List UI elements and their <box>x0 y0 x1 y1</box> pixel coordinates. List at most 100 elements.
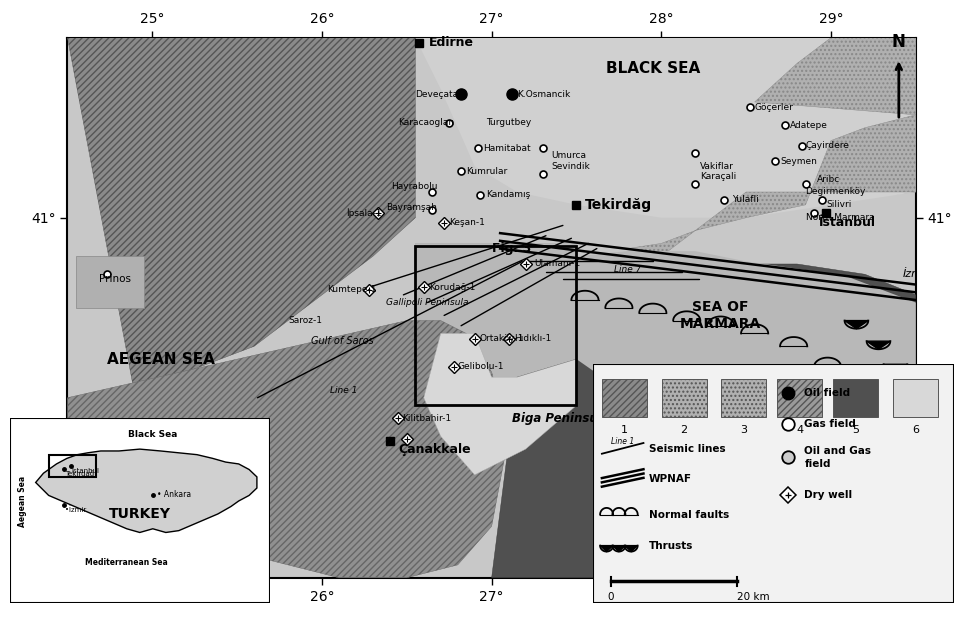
Text: Oil and Gas
field: Oil and Gas field <box>804 446 871 469</box>
Polygon shape <box>884 364 907 372</box>
Polygon shape <box>492 264 916 578</box>
FancyBboxPatch shape <box>777 379 822 417</box>
Text: Bayramşah: Bayramşah <box>387 203 438 212</box>
Text: Kumtepe-1: Kumtepe-1 <box>327 285 376 294</box>
Text: Seymen: Seymen <box>780 156 817 166</box>
Text: Çayirdere: Çayirdere <box>806 141 849 150</box>
Polygon shape <box>67 38 415 398</box>
Text: 4: 4 <box>796 425 803 435</box>
Polygon shape <box>415 38 916 218</box>
Text: Line 7: Line 7 <box>614 264 641 274</box>
Text: 5: 5 <box>852 425 859 435</box>
Text: Göçerler: Göçerler <box>755 102 793 112</box>
Polygon shape <box>415 244 576 475</box>
Polygon shape <box>844 320 869 328</box>
Text: Gas field: Gas field <box>804 419 856 429</box>
Text: Normal faults: Normal faults <box>649 509 729 519</box>
Text: Fig. 3: Fig. 3 <box>492 242 531 255</box>
Text: 3: 3 <box>740 425 747 435</box>
Text: Kilitbahir-1: Kilitbahir-1 <box>402 414 451 423</box>
Text: Çanakkale: Çanakkale <box>398 443 471 456</box>
Text: Umurca
Sevindik: Umurca Sevindik <box>551 151 590 171</box>
Polygon shape <box>67 38 916 115</box>
Polygon shape <box>628 115 916 256</box>
Text: Degirmenköy: Degirmenköy <box>806 188 866 197</box>
Polygon shape <box>600 546 613 551</box>
Text: Black Sea: Black Sea <box>128 430 177 439</box>
Polygon shape <box>612 546 626 551</box>
Text: Hamitabat: Hamitabat <box>483 144 531 153</box>
Text: 20 km: 20 km <box>737 592 770 602</box>
Text: Thrusts: Thrusts <box>649 541 693 551</box>
Text: İpsala-1: İpsala-1 <box>346 208 382 217</box>
Text: Karacaoglan: Karacaoglan <box>398 118 454 127</box>
Text: Kandamış: Kandamış <box>487 190 531 199</box>
Text: Edirne: Edirne <box>429 36 474 50</box>
Text: Dry well: Dry well <box>804 490 852 501</box>
Bar <box>49 455 95 477</box>
Text: Ulamanı-1: Ulamanı-1 <box>534 259 580 269</box>
Text: Ortaköy-1: Ortaköy-1 <box>480 334 524 343</box>
Polygon shape <box>625 546 638 551</box>
Text: Turgutbey: Turgutbey <box>487 118 532 127</box>
Text: Gelibolu-1: Gelibolu-1 <box>458 362 504 371</box>
Text: 6: 6 <box>912 425 919 435</box>
Polygon shape <box>36 449 257 533</box>
Text: Tekirdağ: Tekirdağ <box>65 470 94 477</box>
Text: Biga Peninsula: Biga Peninsula <box>512 412 609 425</box>
Polygon shape <box>67 320 509 578</box>
Text: BLACK SEA: BLACK SEA <box>605 61 700 76</box>
Text: TURKEY: TURKEY <box>109 507 171 521</box>
Text: Oil field: Oil field <box>804 388 850 398</box>
Text: • Ankara: • Ankara <box>157 490 191 499</box>
Text: 0: 0 <box>607 592 614 602</box>
Text: WPNAF: WPNAF <box>649 474 692 484</box>
Text: Korudağ-1: Korudağ-1 <box>429 283 475 291</box>
Text: İstanbul: İstanbul <box>71 467 99 474</box>
Text: Yulafli: Yulafli <box>733 195 760 204</box>
Text: İzmit: İzmit <box>902 269 929 279</box>
Polygon shape <box>76 256 144 308</box>
Polygon shape <box>469 251 916 423</box>
Text: Kumrular: Kumrular <box>467 167 507 176</box>
FancyBboxPatch shape <box>661 379 707 417</box>
Text: Vakiflar
Karaçali: Vakiflar Karaçali <box>700 162 736 181</box>
Text: 2: 2 <box>681 425 687 435</box>
Polygon shape <box>67 295 415 578</box>
FancyBboxPatch shape <box>893 379 938 417</box>
Bar <box>415 246 576 406</box>
Text: AEGEAN SEA: AEGEAN SEA <box>107 352 215 367</box>
Text: Seismic lines: Seismic lines <box>649 444 726 454</box>
Text: Aegean Sea: Aegean Sea <box>18 475 27 526</box>
FancyBboxPatch shape <box>593 364 954 603</box>
Polygon shape <box>424 333 576 475</box>
FancyBboxPatch shape <box>602 379 647 417</box>
Text: Hıdıklı-1: Hıdıklı-1 <box>514 334 551 343</box>
FancyBboxPatch shape <box>721 379 766 417</box>
Text: Gallipoli Peninsula: Gallipoli Peninsula <box>386 298 469 307</box>
Text: N: N <box>892 33 906 50</box>
Text: Silivri: Silivri <box>826 200 851 209</box>
Text: Line 1: Line 1 <box>611 437 634 446</box>
Text: Aribc: Aribc <box>817 175 841 183</box>
Text: İstanbul: İstanbul <box>819 217 876 229</box>
Text: Tekirdăg: Tekirdăg <box>585 198 652 212</box>
Text: Hayrabolu: Hayrabolu <box>390 182 438 192</box>
Polygon shape <box>867 341 891 349</box>
Polygon shape <box>415 38 916 205</box>
Text: •İzmir: •İzmir <box>65 507 86 514</box>
Text: Saroz-1: Saroz-1 <box>288 316 322 325</box>
FancyBboxPatch shape <box>833 379 878 417</box>
Text: Deveçatağı: Deveçatağı <box>415 90 467 99</box>
Text: Line 1: Line 1 <box>331 386 358 394</box>
Polygon shape <box>755 38 916 115</box>
Text: Keşan-1: Keşan-1 <box>449 219 485 227</box>
Text: SEA OF
MARMARA: SEA OF MARMARA <box>680 300 762 330</box>
Text: Mediterranean Sea: Mediterranean Sea <box>86 558 168 566</box>
Text: 1: 1 <box>621 425 628 435</box>
Text: K.Osmancik: K.Osmancik <box>517 90 571 99</box>
Text: Adatepe: Adatepe <box>790 121 828 129</box>
Text: Gulf of Saros: Gulf of Saros <box>311 336 374 346</box>
Text: North Marmara: North Marmara <box>806 214 874 222</box>
FancyBboxPatch shape <box>10 418 270 603</box>
